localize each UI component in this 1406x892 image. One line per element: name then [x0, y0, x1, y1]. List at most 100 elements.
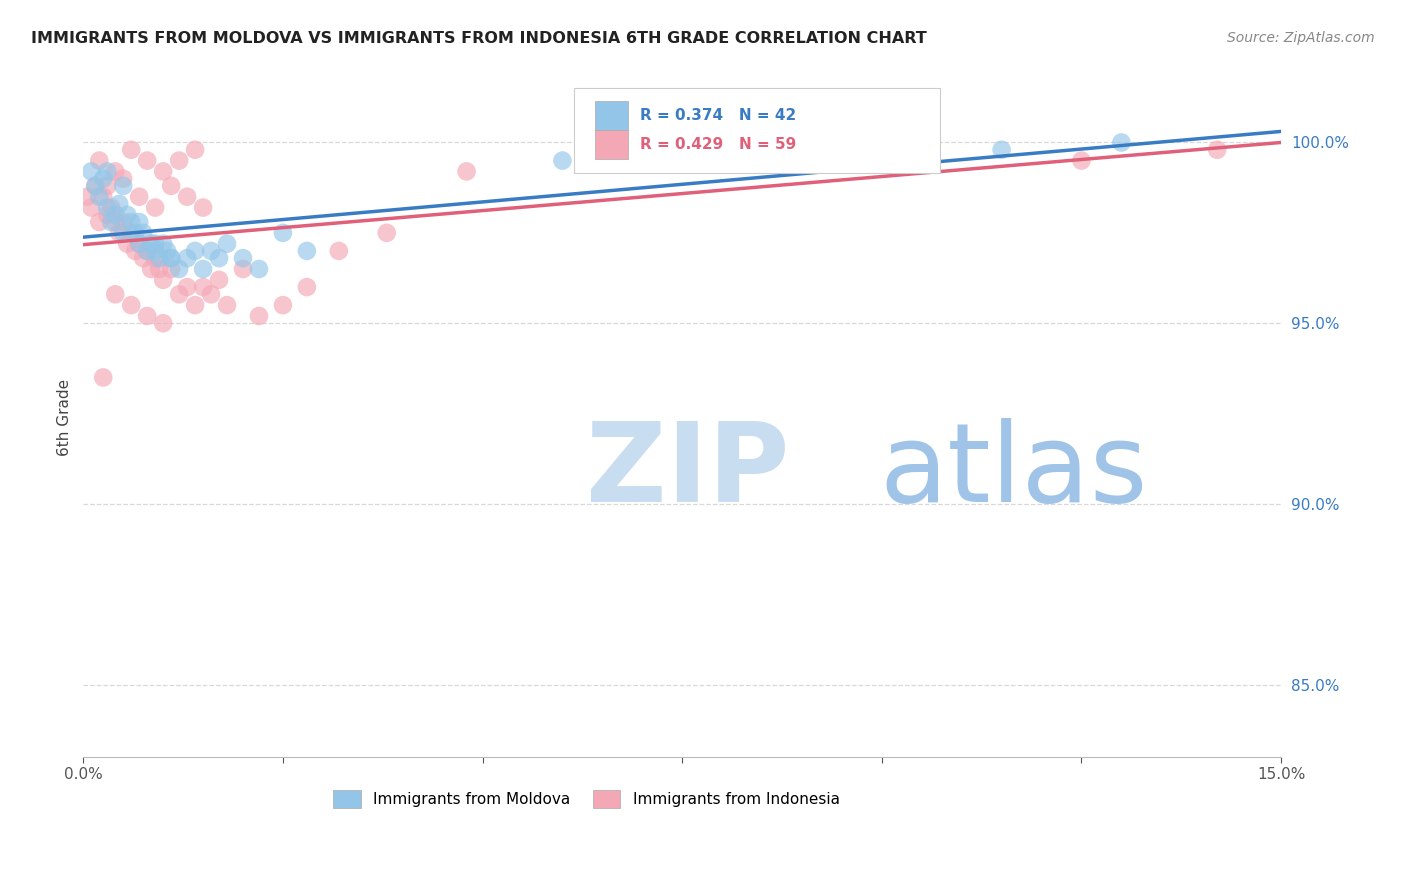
Point	[91, 171, 114, 186]
Point	[112, 215, 135, 229]
Point	[671, 143, 693, 157]
Point	[152, 236, 174, 251]
FancyBboxPatch shape	[595, 101, 628, 129]
Point	[143, 201, 166, 215]
Point	[456, 164, 478, 178]
Point	[375, 226, 398, 240]
Point	[1111, 136, 1133, 150]
Text: Source: ZipAtlas.com: Source: ZipAtlas.com	[1227, 31, 1375, 45]
Point	[76, 190, 98, 204]
Point	[120, 298, 142, 312]
Point	[152, 316, 174, 330]
Point	[100, 215, 122, 229]
Point	[191, 262, 214, 277]
Point	[751, 143, 773, 157]
Point	[232, 251, 254, 265]
Point	[208, 273, 231, 287]
Point	[120, 215, 142, 229]
Point	[141, 236, 163, 251]
FancyBboxPatch shape	[575, 87, 939, 172]
Point	[176, 251, 198, 265]
Point	[990, 143, 1012, 157]
Point	[128, 215, 150, 229]
Point	[215, 298, 238, 312]
Point	[152, 164, 174, 178]
Legend: Immigrants from Moldova, Immigrants from Indonesia: Immigrants from Moldova, Immigrants from…	[328, 784, 846, 814]
Point	[1206, 143, 1229, 157]
Point	[152, 273, 174, 287]
Point	[232, 262, 254, 277]
Point	[184, 298, 207, 312]
Point	[160, 251, 183, 265]
Point	[167, 153, 190, 168]
Point	[136, 309, 159, 323]
Point	[89, 190, 111, 204]
Point	[112, 171, 135, 186]
Point	[136, 153, 159, 168]
Point	[128, 236, 150, 251]
Point	[143, 236, 166, 251]
Point	[136, 244, 159, 258]
Point	[120, 143, 142, 157]
Point	[184, 143, 207, 157]
Point	[328, 244, 350, 258]
Point	[295, 280, 318, 294]
Point	[104, 215, 127, 229]
Point	[115, 208, 138, 222]
Point	[1070, 153, 1092, 168]
Point	[143, 244, 166, 258]
Point	[831, 153, 853, 168]
Point	[112, 226, 135, 240]
Point	[160, 251, 183, 265]
Point	[551, 153, 574, 168]
Point	[104, 164, 127, 178]
Point	[100, 201, 122, 215]
Point	[84, 178, 107, 193]
Point	[191, 280, 214, 294]
Point	[128, 190, 150, 204]
Point	[176, 190, 198, 204]
Point	[91, 190, 114, 204]
Point	[208, 251, 231, 265]
Y-axis label: 6th Grade: 6th Grade	[58, 378, 72, 456]
Point	[112, 178, 135, 193]
Text: atlas: atlas	[880, 418, 1149, 525]
Point	[108, 226, 131, 240]
Point	[89, 153, 111, 168]
Point	[104, 208, 127, 222]
Point	[96, 178, 118, 193]
Point	[91, 370, 114, 384]
Point	[247, 309, 270, 323]
Point	[124, 226, 146, 240]
Point	[184, 244, 207, 258]
Point	[911, 136, 934, 150]
Text: ZIP: ZIP	[586, 418, 790, 525]
Point	[200, 244, 222, 258]
Point	[591, 153, 613, 168]
Point	[160, 178, 183, 193]
Point	[191, 201, 214, 215]
Point	[132, 251, 155, 265]
Point	[156, 244, 179, 258]
Point	[84, 178, 107, 193]
Point	[128, 236, 150, 251]
Point	[136, 244, 159, 258]
Point	[160, 262, 183, 277]
Point	[89, 215, 111, 229]
Point	[96, 208, 118, 222]
Point	[271, 298, 294, 312]
Point	[96, 164, 118, 178]
Point	[124, 244, 146, 258]
Point	[143, 251, 166, 265]
Point	[167, 287, 190, 301]
Point	[132, 226, 155, 240]
Point	[176, 280, 198, 294]
Point	[80, 164, 103, 178]
Point	[104, 287, 127, 301]
FancyBboxPatch shape	[595, 130, 628, 159]
Point	[96, 201, 118, 215]
Point	[247, 262, 270, 277]
Point	[295, 244, 318, 258]
Point	[200, 287, 222, 301]
Point	[115, 236, 138, 251]
